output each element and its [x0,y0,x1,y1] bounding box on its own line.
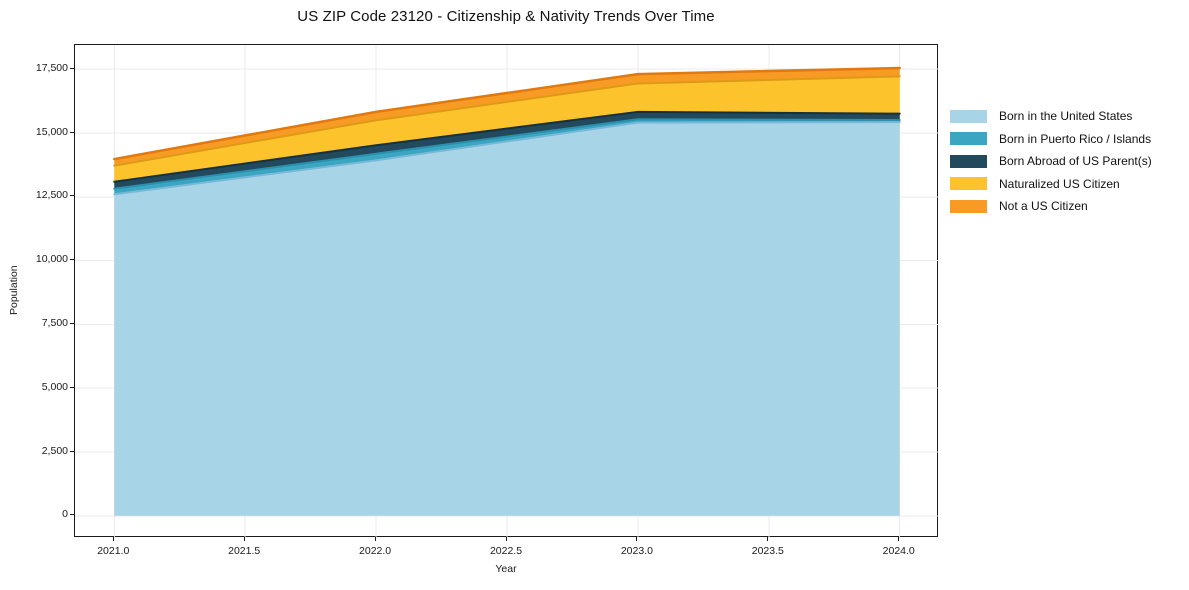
x-tick [374,537,376,541]
legend-swatch-icon [950,199,987,213]
y-tick-label: 0 [62,508,68,521]
legend-label: Naturalized US Citizen [999,176,1120,191]
legend-item: Not a US Citizen [950,199,1152,213]
band-top-edge-1 [113,121,901,196]
legend-swatch-icon [950,109,987,123]
chart-title: US ZIP Code 23120 - Citizenship & Nativi… [297,8,715,25]
y-tick [70,195,74,197]
x-axis-label: Year [495,563,517,575]
band-top-edge-3 [113,110,901,183]
legend-swatch-icon [950,132,987,145]
y-tick-label: 10,000 [35,253,68,266]
y-tick [70,450,74,452]
y-tick-label: 5,000 [41,380,68,393]
y-tick-label: 7,500 [41,316,68,329]
x-tick [505,537,507,541]
x-tick-label: 2023.5 [751,545,784,557]
x-tick-label: 2024.0 [882,545,915,557]
y-tick [70,322,74,324]
y-tick [70,67,74,69]
x-tick [112,537,114,541]
y-tick-label: 17,500 [35,61,68,74]
legend-swatch-icon [950,154,987,168]
y-axis-label: Population [8,265,20,316]
x-tick-label: 2023.0 [620,545,653,557]
x-tick-label: 2021.5 [228,545,261,557]
legend-label: Not a US Citizen [999,199,1088,213]
x-tick [243,537,245,541]
y-tick-label: 2,500 [41,444,68,457]
plot-area [74,44,939,538]
y-tick [70,386,74,388]
x-tick-label: 2022.0 [359,545,392,557]
band-top-edge-5 [113,66,901,161]
legend-item: Born in the United States [950,109,1152,123]
legend-swatch-icon [950,177,987,190]
y-tick-label: 15,000 [35,125,68,138]
x-tick [636,537,638,541]
band-top-edge-4 [113,75,901,167]
y-tick-label: 12,500 [35,189,68,202]
legend-item: Born in Puerto Rico / Islands [950,132,1152,146]
x-tick [767,537,769,541]
legend: Born in the United States Born in Puerto … [950,109,1152,222]
legend-label: Born in the United States [999,109,1133,123]
area-band-4 [114,76,900,182]
legend-label: Born in Puerto Rico / Islands [999,131,1152,146]
area-band-1 [114,122,900,516]
y-tick [70,131,74,133]
x-tick-label: 2022.5 [489,545,523,557]
legend-label: Born Abroad of US Parent(s) [999,154,1152,168]
y-tick [70,259,74,261]
stacked-area-chart [75,45,939,538]
x-tick-label: 2021.0 [97,545,130,557]
legend-item: Naturalized US Citizen [950,177,1152,191]
x-tick [898,537,900,541]
legend-item: Born Abroad of US Parent(s) [950,154,1152,168]
band-top-edge-2 [113,118,901,190]
y-tick [70,514,74,516]
